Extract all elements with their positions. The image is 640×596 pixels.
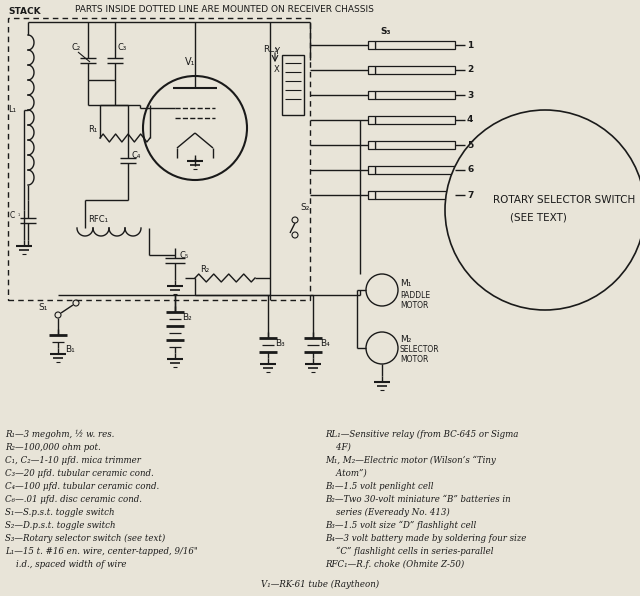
Text: R₂—100,000 ohm pot.: R₂—100,000 ohm pot. — [5, 443, 100, 452]
Text: C₄—100 μfd. tubular ceramic cond.: C₄—100 μfd. tubular ceramic cond. — [5, 482, 159, 491]
Text: 7: 7 — [467, 191, 474, 200]
Text: 6: 6 — [467, 166, 473, 175]
Bar — [368, 116, 375, 124]
Text: ROTARY SELECTOR SWITCH: ROTARY SELECTOR SWITCH — [493, 195, 636, 205]
Text: i.d., spaced width of wire: i.d., spaced width of wire — [5, 560, 127, 569]
Text: ₁: ₁ — [18, 213, 20, 218]
Text: 4: 4 — [467, 116, 474, 125]
Text: B₄: B₄ — [320, 340, 330, 349]
Bar — [368, 41, 375, 49]
Bar — [8, 18, 310, 300]
Text: C₆—.01 μfd. disc ceramic cond.: C₆—.01 μfd. disc ceramic cond. — [5, 495, 142, 504]
Text: C₄: C₄ — [132, 151, 141, 160]
Text: B₁: B₁ — [65, 346, 75, 355]
Text: PARTS INSIDE DOTTED LINE ARE MOUNTED ON RECEIVER CHASSIS: PARTS INSIDE DOTTED LINE ARE MOUNTED ON … — [75, 5, 374, 14]
Text: RFC₁—R.f. choke (Ohmite Z-50): RFC₁—R.f. choke (Ohmite Z-50) — [325, 560, 464, 569]
Text: M₂: M₂ — [400, 336, 412, 344]
Text: 4F): 4F) — [325, 443, 351, 452]
Text: S₂—D.p.s.t. toggle switch: S₂—D.p.s.t. toggle switch — [5, 521, 115, 530]
Text: C₃: C₃ — [118, 44, 127, 52]
Text: S₁—S.p.s.t. toggle switch: S₁—S.p.s.t. toggle switch — [5, 508, 115, 517]
Text: 3: 3 — [467, 91, 473, 100]
Bar — [375, 191, 455, 199]
Text: STACK: STACK — [8, 8, 40, 17]
Text: L₁—15 t. #16 en. wire, center-tapped, 9/16": L₁—15 t. #16 en. wire, center-tapped, 9/… — [5, 547, 198, 556]
Text: V₁: V₁ — [185, 57, 195, 67]
Text: 1: 1 — [467, 41, 473, 49]
Circle shape — [366, 274, 398, 306]
Text: MOTOR: MOTOR — [400, 355, 428, 365]
Text: S₃—Rotary selector switch (see text): S₃—Rotary selector switch (see text) — [5, 534, 165, 543]
Text: C₃—20 μfd. tubular ceramic cond.: C₃—20 μfd. tubular ceramic cond. — [5, 469, 154, 478]
Circle shape — [445, 110, 640, 310]
Text: R₁: R₁ — [88, 126, 97, 135]
Text: Y: Y — [274, 48, 279, 57]
Bar — [375, 41, 455, 49]
Text: B₂—Two 30-volt miniature “B” batteries in: B₂—Two 30-volt miniature “B” batteries i… — [325, 495, 511, 504]
Text: B₄—3 volt battery made by soldering four size: B₄—3 volt battery made by soldering four… — [325, 534, 526, 543]
Text: S₁: S₁ — [38, 303, 47, 312]
Text: R₂: R₂ — [200, 265, 209, 275]
Bar — [375, 116, 455, 124]
Text: B₃: B₃ — [275, 340, 285, 349]
Text: SELECTOR: SELECTOR — [400, 346, 440, 355]
Bar — [282, 55, 304, 115]
Bar — [368, 166, 375, 174]
Bar — [375, 166, 455, 174]
Text: S₃: S₃ — [380, 27, 390, 36]
Text: Atom”): Atom”) — [325, 469, 367, 478]
Text: MOTOR: MOTOR — [400, 300, 428, 309]
Text: RL₁—Sensitive relay (from BC-645 or Sigma: RL₁—Sensitive relay (from BC-645 or Sigm… — [325, 430, 518, 439]
Text: B₁—1.5 volt penlight cell: B₁—1.5 volt penlight cell — [325, 482, 433, 491]
Text: (SEE TEXT): (SEE TEXT) — [510, 213, 567, 223]
Text: X: X — [274, 66, 280, 74]
Text: M₁, M₂—Electric motor (Wilson’s “Tiny: M₁, M₂—Electric motor (Wilson’s “Tiny — [325, 456, 496, 465]
Text: M₁: M₁ — [400, 278, 412, 287]
Text: RFC₁: RFC₁ — [88, 216, 108, 225]
Text: 2: 2 — [467, 66, 473, 74]
Bar — [368, 191, 375, 199]
Text: 5: 5 — [467, 141, 473, 150]
Bar — [368, 141, 375, 149]
Bar — [368, 91, 375, 99]
Text: PADDLE: PADDLE — [400, 290, 430, 300]
Text: S₂: S₂ — [300, 203, 309, 213]
Bar — [375, 91, 455, 99]
Circle shape — [366, 332, 398, 364]
Text: B₃—1.5 volt size “D” flashlight cell: B₃—1.5 volt size “D” flashlight cell — [325, 521, 476, 530]
Text: B₂: B₂ — [182, 313, 192, 322]
Text: series (Eveready No. 413): series (Eveready No. 413) — [325, 508, 450, 517]
Bar — [375, 141, 455, 149]
Text: C₅: C₅ — [180, 250, 189, 259]
Bar — [368, 66, 375, 74]
Text: R₁—3 megohm, ½ w. res.: R₁—3 megohm, ½ w. res. — [5, 430, 115, 439]
Bar — [375, 66, 455, 74]
Text: C₂: C₂ — [72, 44, 81, 52]
Circle shape — [143, 76, 247, 180]
Text: L₁: L₁ — [8, 105, 16, 114]
Text: “C” flashlight cells in series-parallel: “C” flashlight cells in series-parallel — [325, 547, 493, 556]
Text: C: C — [10, 210, 15, 219]
Text: RL₁: RL₁ — [263, 45, 278, 54]
Text: V₁—RK-61 tube (Raytheon): V₁—RK-61 tube (Raytheon) — [261, 580, 379, 589]
Text: C₁, C₂—1-10 μfd. mica trimmer: C₁, C₂—1-10 μfd. mica trimmer — [5, 456, 141, 465]
